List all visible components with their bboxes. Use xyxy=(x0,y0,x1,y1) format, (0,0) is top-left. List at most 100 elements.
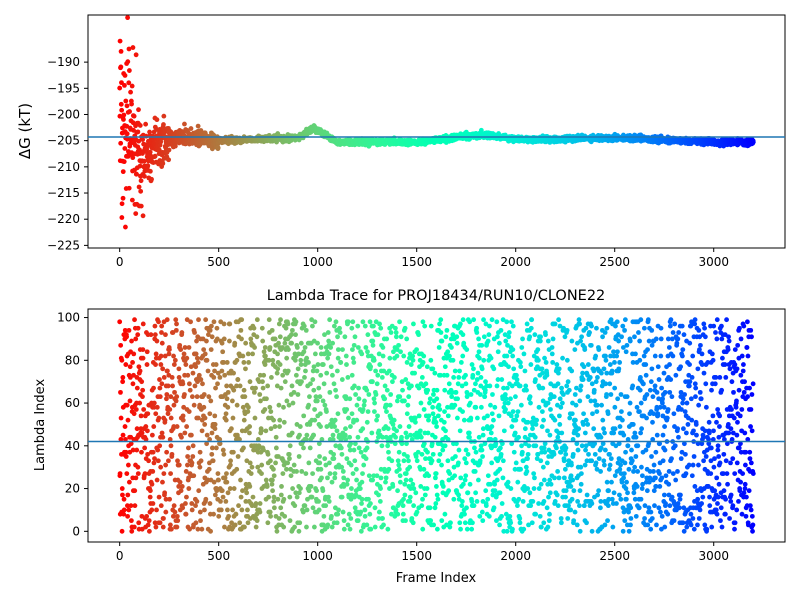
data-point xyxy=(154,507,159,513)
data-point xyxy=(188,432,194,438)
data-point xyxy=(348,424,353,429)
data-point xyxy=(194,498,200,504)
data-point xyxy=(186,409,192,415)
data-point xyxy=(312,351,318,357)
data-point xyxy=(348,516,354,521)
data-point xyxy=(140,394,145,400)
data-point xyxy=(262,407,268,412)
data-point xyxy=(225,507,230,513)
data-point xyxy=(396,462,402,468)
data-point xyxy=(355,434,361,440)
data-point xyxy=(337,330,343,335)
data-point xyxy=(167,522,173,528)
data-point xyxy=(266,494,272,500)
data-point xyxy=(208,347,214,353)
data-point xyxy=(340,509,346,515)
data-point xyxy=(193,520,199,526)
data-point xyxy=(133,407,139,412)
x-tick-label: 3000 xyxy=(698,255,729,269)
data-point xyxy=(281,496,287,502)
data-point xyxy=(219,340,225,346)
data-point xyxy=(385,443,391,449)
data-point xyxy=(156,494,162,500)
data-point xyxy=(341,518,347,524)
data-point xyxy=(192,330,197,335)
data-point xyxy=(118,48,124,54)
data-point xyxy=(183,362,189,367)
data-point xyxy=(330,432,336,438)
data-point xyxy=(455,460,461,466)
data-point xyxy=(368,364,374,370)
data-point xyxy=(292,357,298,363)
data-point xyxy=(221,336,227,342)
data-point xyxy=(165,411,171,417)
data-point xyxy=(310,505,316,511)
data-point xyxy=(334,428,340,434)
data-point xyxy=(378,486,383,491)
data-point xyxy=(145,428,150,434)
data-point xyxy=(176,375,182,380)
data-point xyxy=(344,362,349,367)
data-point xyxy=(348,462,354,468)
data-point xyxy=(318,466,324,472)
data-point xyxy=(436,402,442,408)
data-point xyxy=(201,392,207,397)
data-point xyxy=(223,498,229,504)
y-tick-label: −205 xyxy=(47,134,80,148)
data-point xyxy=(117,319,123,325)
data-point xyxy=(292,503,298,509)
data-point xyxy=(296,528,302,534)
data-point xyxy=(210,458,216,464)
data-point xyxy=(245,409,251,415)
data-point xyxy=(430,366,436,372)
data-point xyxy=(408,362,414,367)
data-point xyxy=(142,173,147,179)
data-point xyxy=(167,347,172,353)
data-point xyxy=(321,513,327,519)
data-point xyxy=(377,321,382,327)
data-point xyxy=(442,409,447,415)
data-point xyxy=(308,484,314,489)
data-point xyxy=(179,434,184,440)
data-point xyxy=(241,417,247,423)
data-point xyxy=(225,490,231,496)
data-point xyxy=(199,428,205,434)
data-point xyxy=(364,522,370,528)
data-point xyxy=(167,496,173,502)
data-point xyxy=(320,362,326,367)
data-point xyxy=(271,498,277,504)
xticks-top: 0 500 1000 1500 2000 2500 3000 xyxy=(116,248,729,269)
data-point xyxy=(247,484,253,489)
data-point xyxy=(307,445,313,451)
data-point xyxy=(175,518,181,524)
data-point xyxy=(173,398,179,404)
data-point xyxy=(405,402,411,408)
data-point xyxy=(196,488,202,494)
data-point xyxy=(446,488,452,494)
data-point xyxy=(130,155,136,161)
data-point xyxy=(332,417,338,423)
data-point xyxy=(125,513,130,519)
data-point xyxy=(439,518,445,524)
data-point xyxy=(331,456,337,462)
data-point xyxy=(122,73,128,78)
data-point xyxy=(434,424,439,429)
data-point xyxy=(354,402,360,408)
data-point xyxy=(390,379,395,385)
data-point xyxy=(376,509,382,515)
data-point xyxy=(273,460,278,466)
data-point xyxy=(338,360,344,365)
data-point xyxy=(362,513,368,519)
data-point xyxy=(372,505,378,511)
data-point xyxy=(442,387,448,393)
data-point xyxy=(400,503,406,509)
data-point xyxy=(161,375,167,380)
data-point xyxy=(374,381,380,387)
data-point xyxy=(363,456,369,462)
data-point xyxy=(130,381,136,387)
data-point xyxy=(140,321,146,327)
data-point xyxy=(257,501,263,506)
data-point xyxy=(442,443,448,449)
data-point xyxy=(194,355,200,361)
data-point xyxy=(413,490,419,496)
